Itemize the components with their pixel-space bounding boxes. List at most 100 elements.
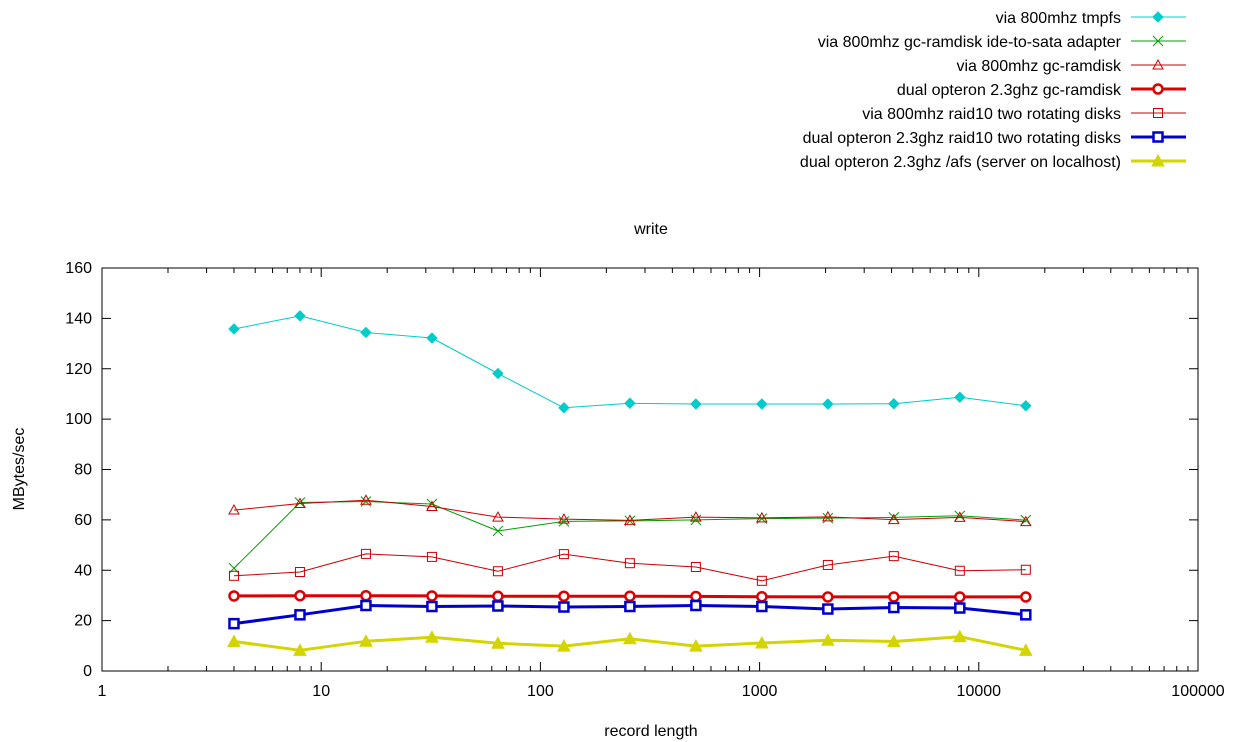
cross-stroke — [294, 497, 306, 508]
series-3-point — [953, 511, 966, 522]
series-5-point — [888, 551, 899, 562]
series-6-point — [954, 602, 966, 614]
series-5 — [228, 548, 1031, 586]
series-7-point — [755, 635, 769, 649]
series-6-point — [492, 600, 504, 612]
series-2-point — [558, 516, 570, 527]
series-1-point — [294, 310, 306, 322]
series-3-point — [624, 514, 636, 525]
series-3-point — [821, 510, 834, 522]
series-4-point — [360, 589, 372, 602]
cross-stroke — [360, 496, 372, 507]
series-2-point — [822, 512, 834, 524]
series-2 — [228, 496, 1032, 574]
legend-item: dual opteron 2.3ghz gc-ramdisk — [897, 82, 1186, 99]
series-4-point — [294, 589, 306, 602]
series-6-point — [888, 601, 900, 614]
series-6-point — [360, 599, 372, 612]
series-4-point — [558, 590, 570, 602]
series-1-point — [888, 398, 900, 410]
series-4-point — [690, 590, 702, 603]
series-3-point — [360, 494, 372, 505]
legend-item: dual opteron 2.3ghz raid10 two rotating … — [803, 130, 1186, 147]
series-3-point — [426, 500, 438, 512]
y-tick-label: 160 — [65, 260, 92, 277]
series-7-point — [293, 643, 307, 656]
x-tick-label: 100 — [527, 683, 554, 700]
series-6-point — [690, 599, 702, 612]
series-7-point — [359, 634, 373, 647]
series-7-point — [1018, 643, 1033, 656]
legend-label: dual opteron 2.3ghz gc-ramdisk — [897, 82, 1122, 99]
series-5-point — [756, 575, 767, 586]
series-6-point — [558, 601, 570, 613]
series-5-point — [558, 549, 569, 560]
series-5-point — [624, 558, 635, 569]
x-tick-label: 10 — [312, 683, 330, 700]
x-axis-label: record length — [604, 723, 697, 740]
cross-stroke — [1152, 35, 1164, 47]
series-2-point — [690, 514, 702, 526]
series-1-point — [1020, 400, 1032, 412]
series-1-point — [558, 402, 570, 414]
legend-swatch-marker — [1152, 58, 1164, 70]
series-7-point — [491, 636, 505, 649]
series-3-point — [492, 511, 504, 522]
y-axis-label: MBytes/sec — [11, 428, 28, 511]
y-tick-label: 120 — [65, 361, 92, 378]
y-tick-label: 60 — [74, 512, 92, 529]
series-1-point — [624, 397, 636, 409]
series-4-point — [1020, 591, 1032, 603]
series-6-point — [1020, 609, 1032, 621]
series-1-point — [822, 398, 834, 410]
series-3-point — [756, 511, 768, 523]
series-5-point — [1020, 564, 1031, 575]
cross-stroke — [492, 525, 504, 537]
x-tick-label: 10000 — [957, 683, 1002, 700]
series-6-point — [426, 600, 438, 613]
legend-label: dual opteron 2.3ghz /afs (server on loca… — [800, 154, 1121, 171]
series-2-point — [492, 525, 504, 537]
series-7-point — [425, 630, 439, 643]
series-7-point — [623, 631, 637, 645]
series-4-point — [492, 590, 504, 602]
cross-stroke — [558, 516, 570, 527]
series-7-point — [952, 629, 967, 643]
series-7-point — [557, 639, 571, 652]
series-4-point — [756, 590, 768, 603]
series-7-point — [227, 634, 241, 648]
legend-item: via 800mhz gc-ramdisk ide-to-sata adapte… — [818, 34, 1186, 51]
series-7-point — [886, 634, 901, 648]
series-6-point — [228, 617, 240, 630]
chart-title: write — [633, 221, 668, 238]
series-3-point — [887, 513, 900, 525]
series-4-point — [822, 591, 834, 603]
series-1-point — [756, 398, 768, 410]
series-5-point — [822, 559, 833, 570]
series-1-point — [690, 398, 702, 410]
series-5-point — [492, 566, 503, 577]
series-5-point — [690, 561, 701, 572]
legend-swatch-marker — [1152, 35, 1164, 47]
legend-item: via 800mhz raid10 two rotating disks — [862, 106, 1186, 123]
series-4-point — [624, 590, 636, 602]
series-6 — [228, 599, 1032, 630]
y-tick-label: 140 — [65, 310, 92, 327]
y-tick-label: 100 — [65, 411, 92, 428]
series-1 — [228, 310, 1032, 414]
series-2-line — [233, 501, 1026, 569]
series-4 — [228, 589, 1032, 603]
x-tick-label: 100000 — [1171, 683, 1224, 700]
series-5-point — [228, 570, 239, 581]
series-1-point — [360, 326, 372, 339]
series-6-point — [822, 603, 834, 615]
legend-label: via 800mhz tmpfs — [996, 10, 1121, 27]
y-tick-label: 20 — [74, 613, 92, 630]
series-7-point — [689, 639, 703, 652]
series-1-point — [228, 323, 240, 335]
legend: via 800mhz tmpfs via 800mhz gc-ramdisk id… — [800, 10, 1186, 171]
series-2-point — [294, 497, 306, 508]
legend-label: via 800mhz gc-ramdisk ide-to-sata adapte… — [818, 34, 1122, 51]
